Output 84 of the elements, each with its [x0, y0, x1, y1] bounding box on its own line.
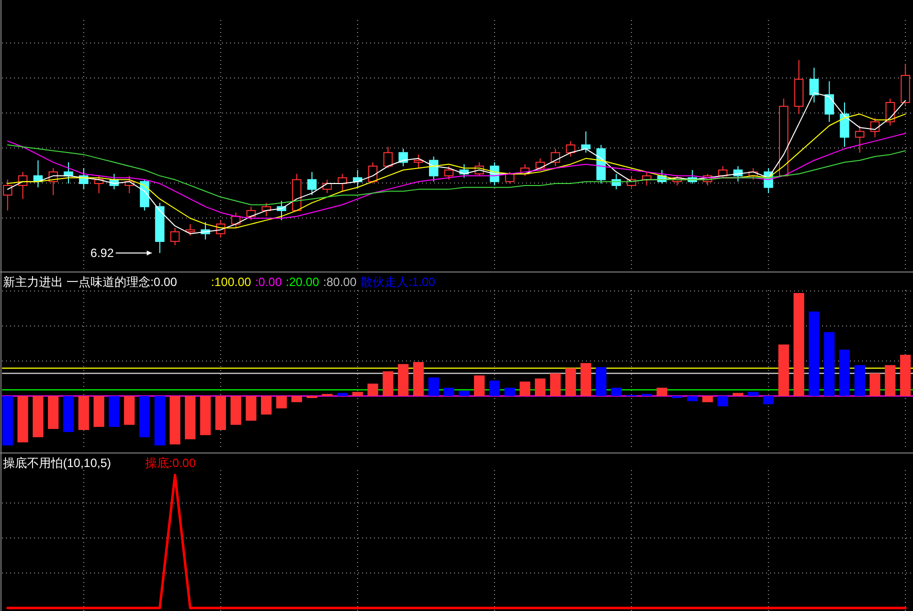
bar	[78, 396, 90, 430]
bar	[565, 368, 576, 396]
candlestick	[428, 156, 438, 182]
bar	[260, 396, 272, 415]
bar	[854, 365, 866, 396]
candlestick	[170, 227, 180, 246]
candlestick	[338, 173, 348, 192]
bar	[900, 354, 911, 396]
bar	[884, 365, 896, 396]
annotation: 6.92	[90, 246, 114, 260]
candlestick	[855, 125, 864, 154]
bar	[139, 396, 150, 438]
text: 散伙走人:1.00	[360, 275, 436, 289]
bar	[291, 396, 302, 402]
bar	[94, 396, 104, 427]
chart-title: 新主力进出 一点味道的理念:0.00	[3, 275, 178, 289]
bar	[550, 373, 561, 396]
bar	[839, 350, 850, 396]
bar	[520, 382, 530, 396]
bar	[382, 371, 394, 396]
bar	[732, 392, 744, 396]
bar	[458, 390, 470, 396]
bar	[763, 396, 774, 404]
candlestick	[550, 148, 560, 167]
bar	[184, 396, 196, 440]
bar	[794, 293, 804, 396]
bar	[717, 396, 728, 406]
bar	[63, 396, 74, 432]
bar	[108, 396, 120, 427]
bar	[200, 396, 211, 436]
text: :100.00	[211, 275, 252, 289]
bar	[276, 396, 287, 408]
bar	[870, 373, 880, 396]
candlestick	[718, 166, 728, 178]
candlestick	[824, 80, 834, 122]
bar	[489, 380, 500, 396]
bar	[474, 375, 485, 396]
bar	[748, 392, 759, 396]
bar	[808, 312, 820, 396]
bar	[337, 392, 348, 396]
candlestick	[809, 67, 819, 103]
bar	[154, 396, 166, 446]
chart-title: 操底不用怕(10,10,5)	[3, 456, 112, 470]
bar	[580, 363, 592, 396]
bar	[367, 384, 378, 396]
bar	[230, 396, 242, 425]
bar	[824, 332, 835, 396]
candlestick	[414, 154, 424, 169]
bar	[352, 392, 363, 396]
bar	[124, 396, 135, 425]
text: :20.00	[286, 275, 320, 289]
candlestick	[566, 140, 576, 157]
bar	[18, 396, 28, 442]
text: :0.00	[255, 275, 282, 289]
text: :80.00	[323, 275, 357, 289]
series-label: 操底:0.00	[145, 456, 196, 470]
bar	[702, 396, 713, 402]
bar	[687, 396, 698, 402]
bar	[656, 388, 668, 396]
candlestick	[885, 98, 895, 126]
bar	[246, 396, 256, 421]
bar	[398, 364, 409, 396]
bar	[413, 362, 424, 396]
candlestick	[444, 166, 454, 180]
bar	[2, 396, 13, 446]
candlestick	[307, 171, 317, 196]
candlestick	[2, 179, 12, 212]
candlestick	[262, 202, 271, 217]
bar	[215, 396, 226, 430]
bar	[610, 388, 622, 396]
bar	[444, 388, 454, 396]
bar	[534, 378, 546, 396]
bar	[428, 377, 439, 396]
candlestick	[398, 148, 408, 167]
bar	[596, 367, 606, 396]
bar	[504, 388, 516, 396]
bar	[778, 344, 789, 396]
bar	[170, 396, 180, 444]
bar	[32, 396, 44, 438]
candlestick	[383, 146, 393, 169]
bar	[48, 396, 59, 429]
candlestick	[246, 206, 256, 221]
candlestick	[581, 130, 591, 154]
candlestick	[186, 224, 195, 236]
